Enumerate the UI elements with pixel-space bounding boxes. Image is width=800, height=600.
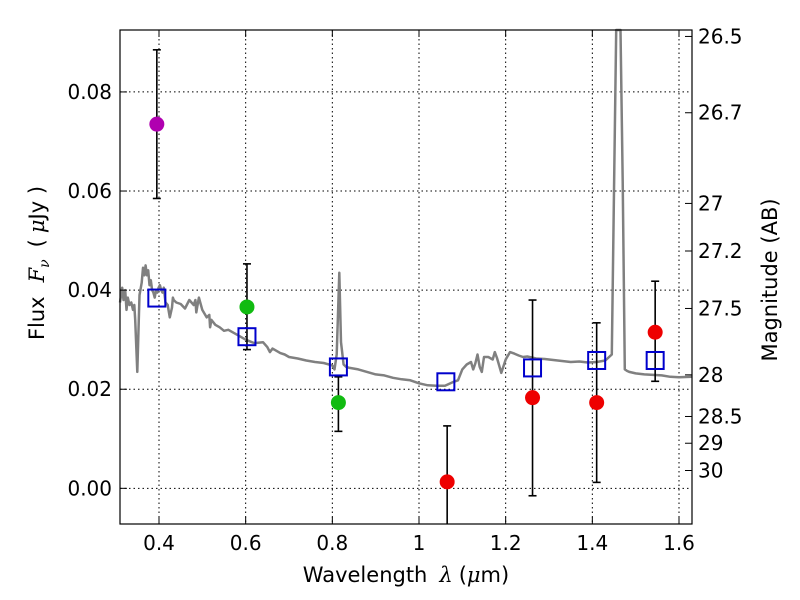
x-axis-title: Wavelength λ (μm) [303,563,509,587]
magnitude-axis-ticks: 26.5 26.7 27 27.2 27.5 28 28.5 29 30 [685,24,743,482]
observed-photometry-point [439,474,455,490]
magnitude-tick-label: 27.2 [698,239,743,263]
y-tick-label: 0.04 [67,278,112,302]
y-axis-ticks: 0.00 0.02 0.04 0.06 0.08 [67,80,127,500]
error-bars [152,49,660,524]
x-tick-label: 1.2 [490,531,522,555]
magnitude-tick-label: 30 [698,458,723,482]
observed-photometry-point [330,395,346,411]
y-tick-label: 0.06 [67,179,112,203]
observed-photometry-point [647,324,663,340]
x-tick-label: 1.6 [663,531,695,555]
magnitude-tick-label: 28.5 [698,404,743,428]
x-tick-label: 0.8 [316,531,348,555]
magnitude-tick-label: 29 [698,431,723,455]
x-tick-label: 1.4 [576,531,608,555]
magnitude-axis-title: Magnitude (AB) [758,198,782,361]
model-photometry-point [587,350,607,370]
x-tick-label: 0.4 [143,531,175,555]
model-photometry-point [147,288,167,308]
y-axis-title: FluxFν(μJy ) [25,186,53,340]
magnitude-tick-label: 27 [698,191,723,215]
x-tick-label: 0.6 [230,531,262,555]
observed-photometry-point [525,390,541,406]
observed-photometry-point [589,395,605,411]
plot-frame [119,29,693,525]
sed-model-curve [118,28,693,388]
y-tick-label: 0.00 [67,476,112,500]
x-tick-label: 1 [413,531,426,555]
y-tick-label: 0.02 [67,377,112,401]
observed-photometry-group [149,116,663,490]
model-photometry-point [328,357,348,377]
sed-model-curve-group [118,28,693,388]
magnitude-tick-label: 26.5 [698,24,743,48]
model-photometry-point [523,358,543,378]
magnitude-tick-label: 27.5 [698,296,743,320]
grid [120,30,692,524]
magnitude-tick-label: 28 [698,363,723,387]
y-tick-label: 0.08 [67,80,112,104]
model-photometry-point [645,350,665,370]
magnitude-tick-label: 26.7 [698,101,743,125]
model-photometry-point [436,372,456,392]
x-axis-ticks: 0.4 0.6 0.8 1 1.2 1.4 1.6 [143,30,695,555]
model-photometry-point [237,327,257,347]
model-photometry-group [147,288,665,392]
observed-photometry-point [239,299,255,315]
observed-photometry-point [149,116,165,132]
